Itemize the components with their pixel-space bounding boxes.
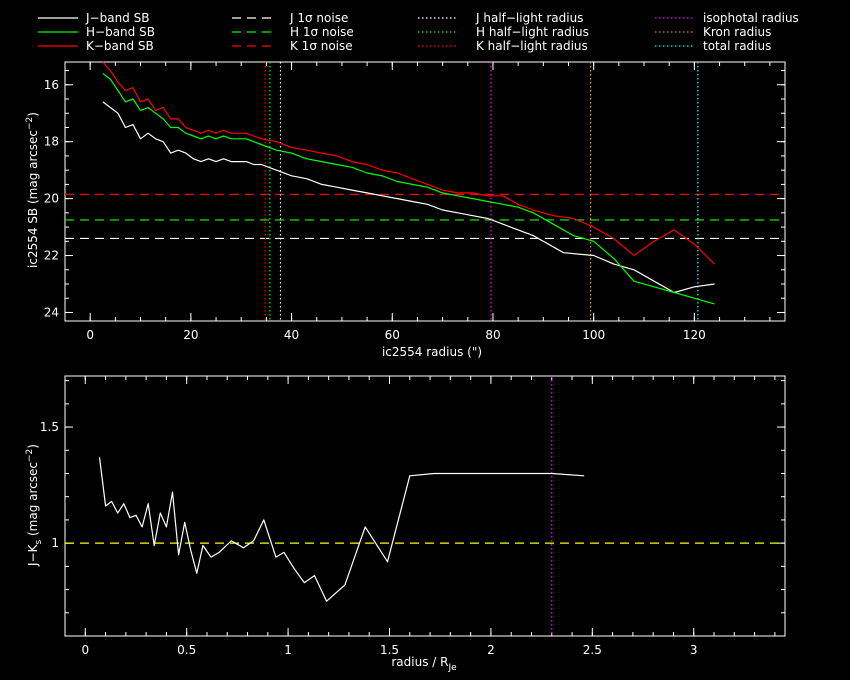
y-tick-label: 1.5	[40, 420, 59, 434]
y-tick-label: 18	[44, 135, 59, 149]
top-y-label-main: ic2554 SB (mag arcsec	[26, 130, 40, 268]
legend-label-6: J half−light radius	[475, 11, 583, 25]
top-panel-reference-lines	[65, 62, 785, 321]
legend-label-4: H 1σ noise	[290, 25, 354, 39]
top-y-axis-label: ic2554 SB (mag arcsec−2)	[25, 112, 40, 268]
x-tick-label: 2.5	[583, 643, 602, 657]
bottom-y-label-pre: J−K	[26, 543, 40, 567]
legend-label-2: K−band SB	[86, 39, 154, 53]
legend-label-9: isophotal radius	[703, 11, 799, 25]
bottom-x-axis-label: radius / RJe	[391, 655, 457, 673]
x-tick-label: 80	[485, 328, 500, 342]
bottom-x-label-main: radius / R	[391, 655, 448, 669]
bottom-y-label-sub: s	[34, 540, 44, 545]
bottom-panel-series	[98, 457, 585, 602]
legend-label-1: H−band SB	[86, 25, 155, 39]
x-tick-label: 40	[284, 328, 299, 342]
bottom-y-label-mid: (mag arcsec	[26, 462, 40, 540]
bottom-panel-frame	[64, 375, 786, 637]
bottom-y-label-sup: −2	[25, 449, 35, 462]
bottom-y-label-end: )	[26, 444, 40, 449]
legend-label-3: J 1σ noise	[289, 11, 348, 25]
x-tick-label: 60	[385, 328, 400, 342]
series-line-0	[98, 457, 585, 602]
legend-label-0: J−band SB	[85, 11, 149, 25]
top-panel-ticks: 0 20 40 60 80 100 120 16 18 20 22 24	[44, 62, 785, 342]
series-line-2	[102, 61, 715, 265]
top-y-label-end: )	[26, 112, 40, 117]
top-y-label-sup: −2	[25, 117, 35, 130]
y-tick-label: 20	[44, 192, 59, 206]
legend-label-10: Kron radius	[703, 25, 771, 39]
top-panel: 0 20 40 60 80 100 120 16 18 20 22 24 ic2554 radius …	[25, 61, 786, 359]
y-tick-label: 24	[44, 305, 59, 319]
y-tick-label: 1	[51, 536, 59, 550]
x-tick-label: 1	[284, 643, 292, 657]
x-tick-label: 0	[86, 328, 94, 342]
legend-label-5: K 1σ noise	[290, 39, 353, 53]
top-panel-frame	[64, 61, 786, 322]
x-tick-label: 120	[683, 328, 706, 342]
bottom-y-axis-label: J−Ks (mag arcsec−2)	[25, 444, 44, 567]
legend-label-11: total radius	[703, 39, 771, 53]
y-tick-label: 16	[44, 78, 59, 92]
x-tick-label: 1.5	[380, 643, 399, 657]
bottom-panel: 0 0.5 1 1.5 2 2.5 3 1 1.5 radius / RJe J−Ks (mag…	[25, 375, 786, 673]
x-tick-label: 0	[81, 643, 89, 657]
top-x-axis-label: ic2554 radius (")	[382, 345, 482, 359]
series-line-0	[102, 101, 715, 294]
x-tick-label: 100	[582, 328, 605, 342]
top-panel-series	[102, 61, 715, 305]
x-tick-label: 2	[487, 643, 495, 657]
y-tick-label: 22	[44, 249, 59, 263]
bottom-x-label-sub: Je	[447, 663, 457, 673]
x-tick-label: 3	[690, 643, 698, 657]
bottom-panel-reference-lines	[65, 376, 785, 636]
x-tick-label: 0.5	[177, 643, 196, 657]
series-line-1	[102, 72, 715, 305]
legend-label-7: H half−light radius	[476, 25, 589, 39]
x-tick-label: 20	[183, 328, 198, 342]
legend-label-8: K half−light radius	[476, 39, 588, 53]
bottom-panel-ticks: 0 0.5 1 1.5 2 2.5 3 1 1.5	[40, 376, 785, 657]
